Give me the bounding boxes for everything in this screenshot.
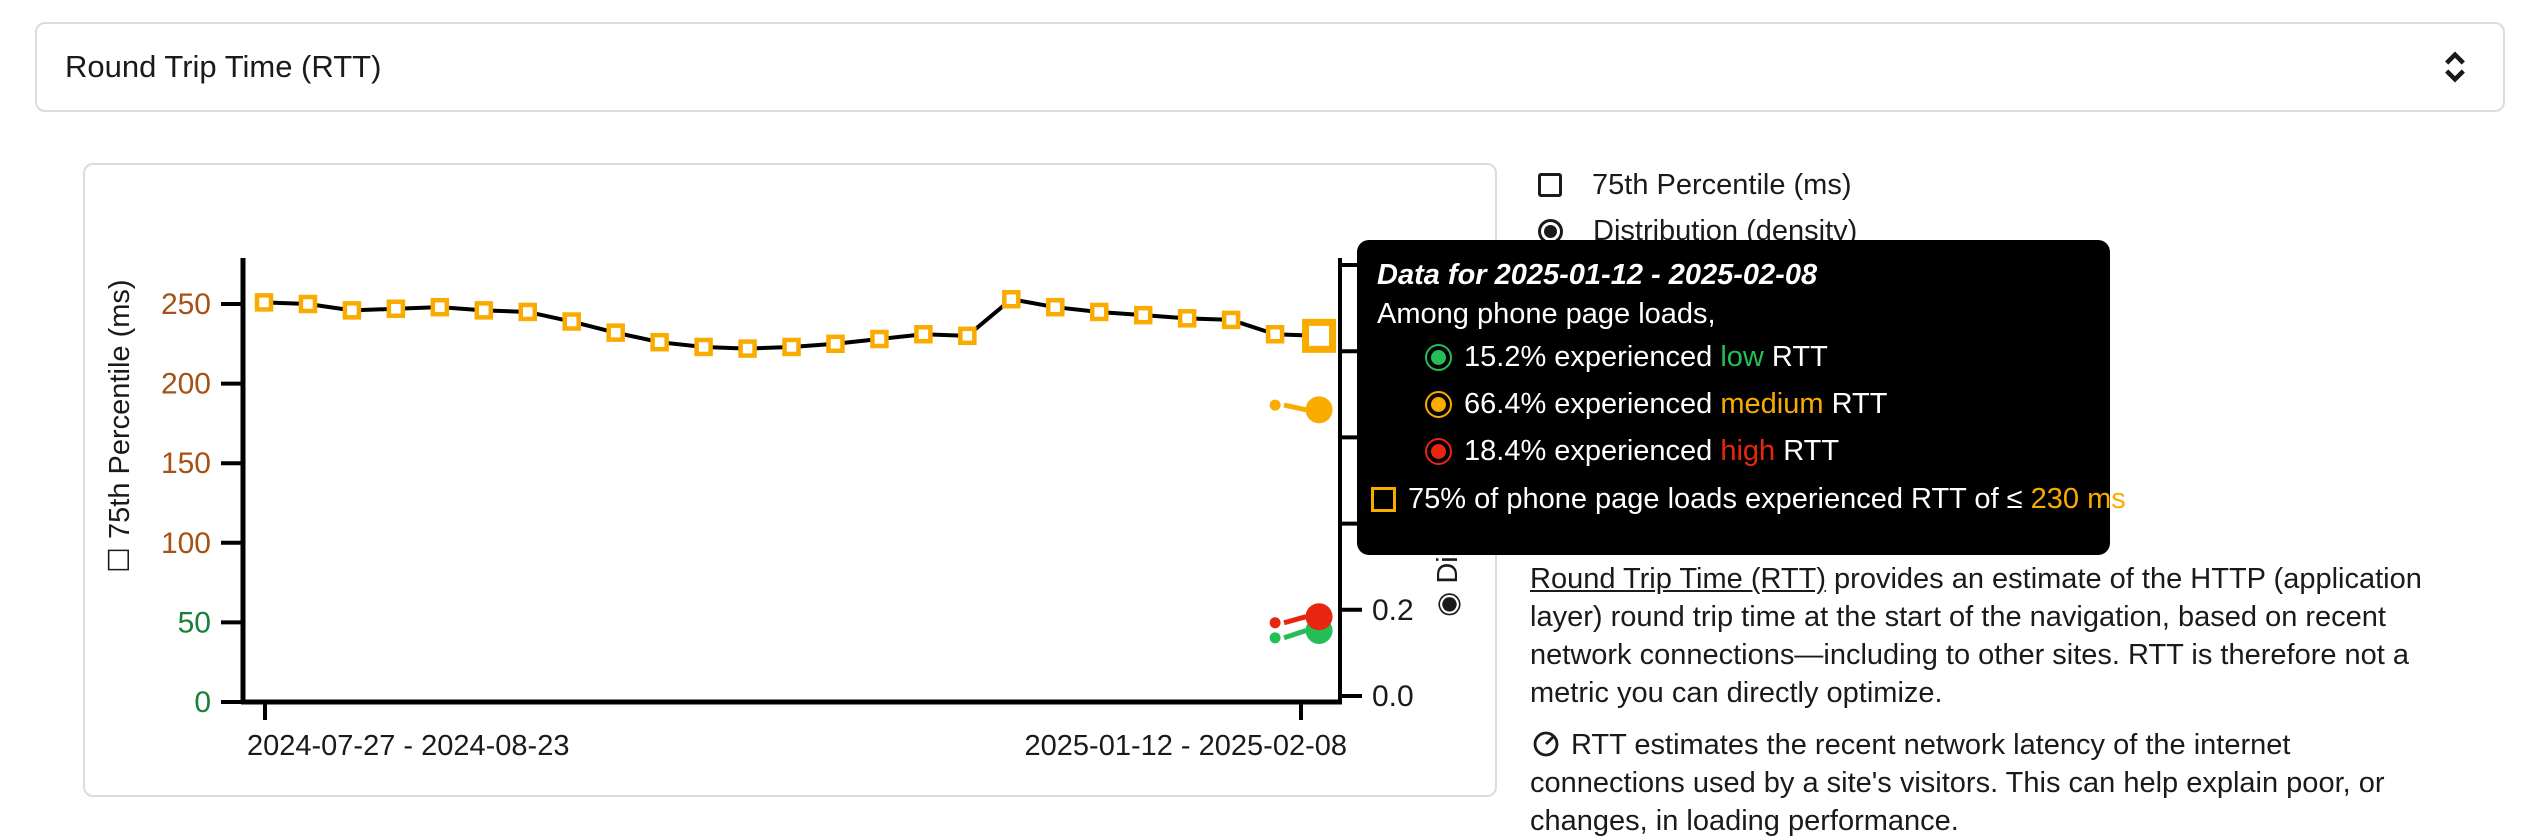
gauge-icon [1533, 731, 1559, 757]
high-dot-icon [1425, 438, 1452, 465]
svg-text:150: 150 [161, 447, 211, 480]
metric-select[interactable]: Round Trip Time (RTT) [35, 22, 2505, 112]
unfold-more-icon [2445, 51, 2465, 83]
medium-dot-icon [1425, 391, 1452, 418]
svg-text:250: 250 [161, 288, 211, 321]
chart-card: 2502001501005001.00.80.60.40.20.02024-07… [83, 163, 1497, 797]
metric-select-value: Round Trip Time (RTT) [65, 49, 382, 84]
svg-text:0: 0 [194, 686, 211, 719]
low-dot-icon [1425, 344, 1452, 371]
chart-legend: 75th Percentile (ms) Distribution (densi… [1538, 166, 1857, 250]
description-paragraph-1: Round Trip Time (RTT) provides an estima… [1530, 563, 2422, 709]
radio-dot [1544, 224, 1557, 238]
description-paragraph-2: RTT estimates the recent network latency… [1530, 729, 2385, 836]
chart-svg[interactable]: 2502001501005001.00.80.60.40.20.02024-07… [85, 165, 1495, 795]
svg-text:0.2: 0.2 [1372, 594, 1414, 627]
legend-item-75th-percentile[interactable]: 75th Percentile (ms) [1538, 166, 1857, 204]
tooltip-title: Data for 2025-01-12 - 2025-02-08 [1377, 259, 1818, 291]
percentile-square-icon [1371, 486, 1396, 512]
svg-text:2024-07-27 - 2024-08-23: 2024-07-27 - 2024-08-23 [247, 730, 569, 762]
legend-label: 75th Percentile (ms) [1592, 168, 1852, 201]
svg-text:50: 50 [178, 606, 211, 639]
tooltip-percentile-row: 75% of phone page loads experienced RTT … [1371, 475, 2126, 523]
rtt-doc-link[interactable]: Round Trip Time (RTT) [1530, 563, 1826, 595]
tooltip-subtitle: Among phone page loads, [1377, 298, 1716, 330]
percentile-value: 230 ms [2030, 482, 2126, 515]
svg-text:☐ 75th Percentile (ms): ☐ 75th Percentile (ms) [104, 279, 136, 573]
svg-text:2025-01-12 - 2025-02-08: 2025-01-12 - 2025-02-08 [1025, 730, 1347, 762]
tooltip-row-low: 15.2% experienced low RTT [1377, 334, 2090, 381]
tooltip-row-high: 18.4% experienced high RTT [1377, 428, 2090, 475]
checkbox-icon[interactable] [1538, 173, 1562, 197]
metric-description: Round Trip Time (RTT) provides an estima… [1530, 560, 2430, 836]
tooltip-row-medium: 66.4% experienced medium RTT [1377, 381, 2090, 428]
svg-text:200: 200 [161, 368, 211, 401]
svg-text:100: 100 [161, 527, 211, 560]
chart-tooltip: Data for 2025-01-12 - 2025-02-08 Among p… [1357, 240, 2126, 555]
svg-text:0.0: 0.0 [1372, 680, 1414, 713]
